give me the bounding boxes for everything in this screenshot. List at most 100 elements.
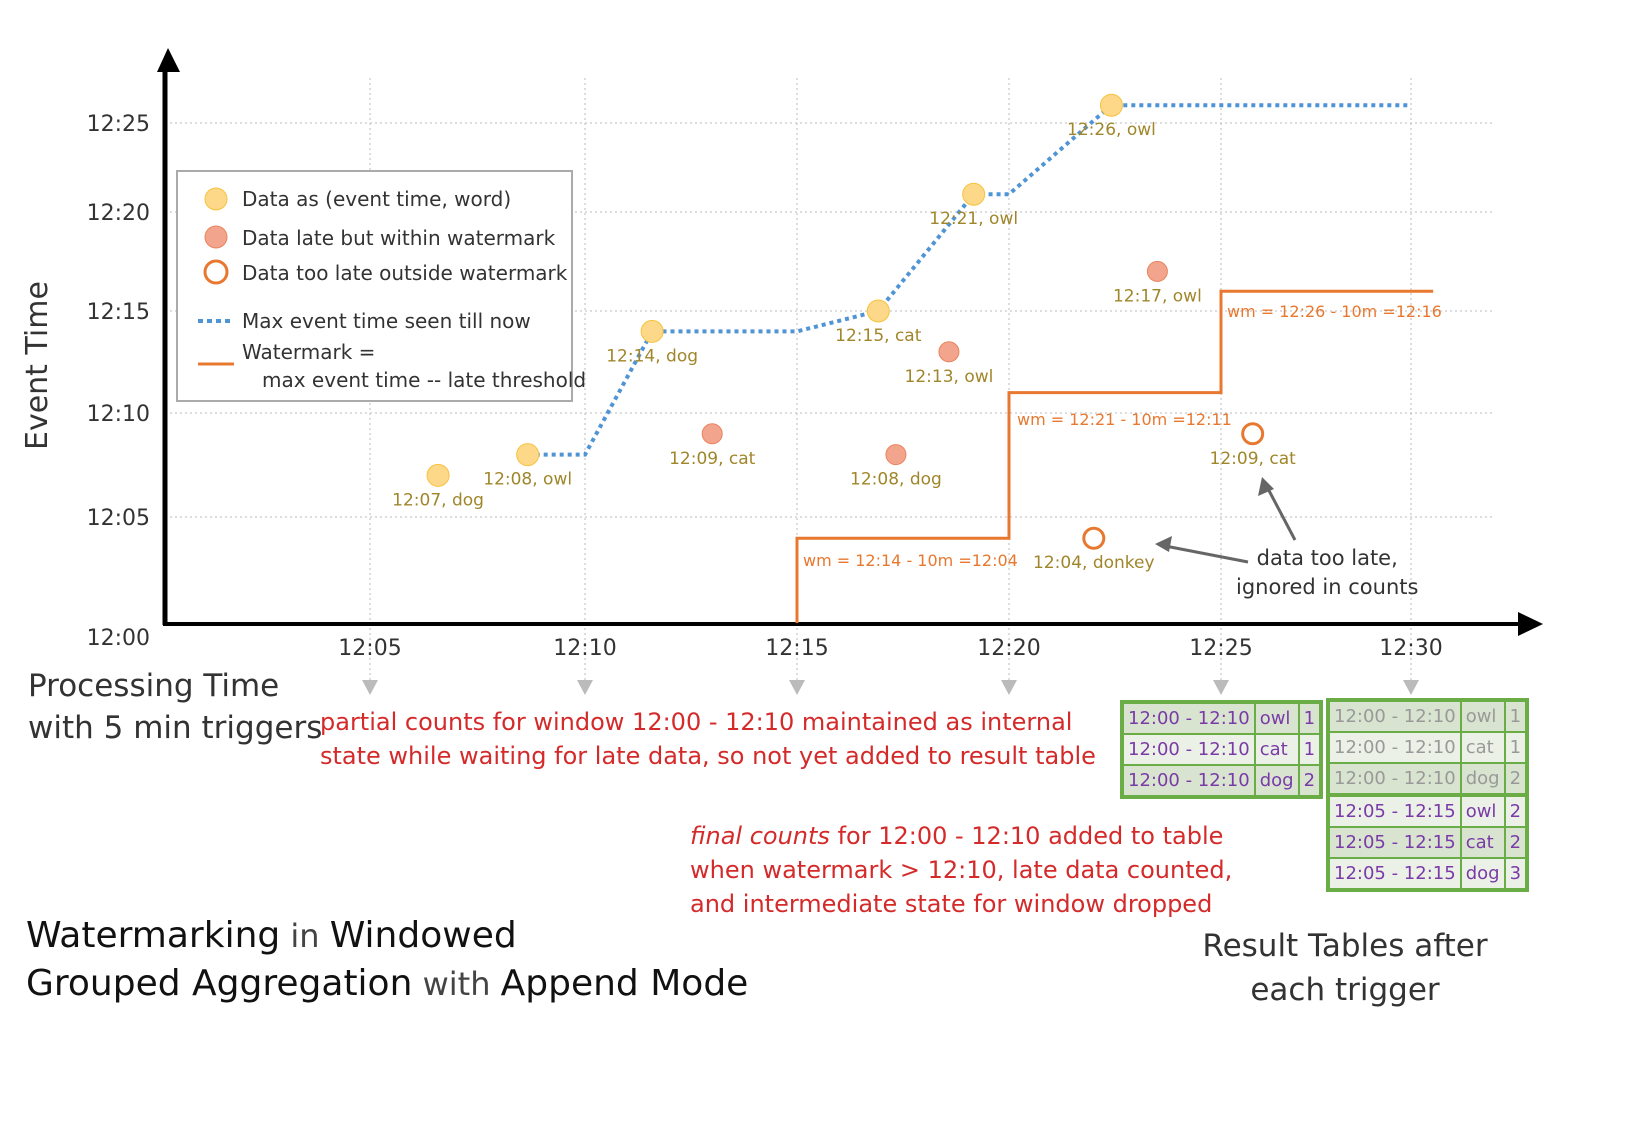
count-cell: 2 <box>1503 793 1529 828</box>
word-cell: cat <box>1253 733 1300 766</box>
count-cell: 1 <box>1503 699 1529 733</box>
table-row: 12:00 - 12:10 owl 1 <box>1327 699 1529 733</box>
data-point-label: 12:04, donkey <box>1033 553 1155 573</box>
legend-item: Data late but within watermark <box>242 226 556 250</box>
watermark-label: wm = 12:21 - 10m =12:11 <box>1017 410 1232 429</box>
legend-icons <box>198 187 234 366</box>
trigger-arrow-icon <box>1403 680 1419 695</box>
table-row: 12:00 - 12:10 dog 2 <box>1327 762 1529 796</box>
window-cell: 12:00 - 12:10 <box>1327 699 1462 733</box>
final-note-2: when watermark > 12:10, late data counte… <box>690 856 1233 884</box>
data-point-late <box>701 423 723 445</box>
trigger-arrow-icon <box>362 680 378 695</box>
data-point-on-time <box>516 443 540 467</box>
title-part: Append Mode <box>500 963 749 1004</box>
data-point-label: 12:15, cat <box>835 326 922 346</box>
data-point-label: 12:07, dog <box>392 490 484 510</box>
y-axis-label: Event Time <box>20 281 55 450</box>
data-point-too-late <box>1241 422 1265 446</box>
final-counts-emphasis: final counts <box>690 822 830 850</box>
title-part: Grouped Aggregation <box>26 963 413 1004</box>
word-cell: cat <box>1459 826 1506 859</box>
word-cell: owl <box>1253 701 1300 735</box>
result-caption-2: each trigger <box>1250 972 1440 1008</box>
trigger-arrow-icon <box>1001 680 1017 695</box>
x-axis-label-2: with 5 min triggers <box>28 710 323 746</box>
data-point-on-time <box>640 319 664 343</box>
arrowhead-icon <box>1155 536 1172 552</box>
data-point-label: 12:09, cat <box>1210 449 1297 469</box>
legend-item: Max event time seen till now <box>242 309 531 333</box>
table-row: 12:00 - 12:10 owl 1 <box>1121 701 1323 735</box>
window-cell: 12:00 - 12:10 <box>1121 701 1256 735</box>
final-note-1: for 12:00 - 12:10 added to table <box>829 822 1224 850</box>
watermark-label: wm = 12:14 - 10m =12:04 <box>803 551 1018 570</box>
data-point-on-time <box>866 299 890 323</box>
window-cell: 12:00 - 12:10 <box>1327 762 1462 796</box>
count-cell: 2 <box>1503 762 1529 796</box>
x-tick-label: 12:05 <box>338 636 401 661</box>
count-cell: 2 <box>1503 826 1529 859</box>
legend-item: Data too late outside watermark <box>242 261 568 285</box>
x-tick-label: 12:20 <box>977 636 1040 661</box>
pointer-arrow <box>1263 482 1297 541</box>
table-row: 12:05 - 12:15 cat 2 <box>1327 826 1529 859</box>
too-late-note-2: ignored in counts <box>1236 575 1419 599</box>
trigger-arrow-icon <box>789 680 805 695</box>
data-point-label: 12:26, owl <box>1067 120 1156 140</box>
data-point-late <box>1146 260 1168 282</box>
title-part: in <box>280 917 330 955</box>
title-part: Windowed <box>329 915 517 956</box>
x-tick-label: 12:30 <box>1379 636 1442 661</box>
data-point-label: 12:13, owl <box>905 367 994 387</box>
word-cell: dog <box>1459 857 1506 891</box>
result-caption: Result Tables after each trigger <box>1200 924 1490 1012</box>
x-tick-label: 12:10 <box>553 636 616 661</box>
watermark-label: wm = 12:26 - 10m =12:16 <box>1227 302 1442 321</box>
result-caption-1: Result Tables after <box>1202 928 1488 964</box>
data-point-label: 12:17, owl <box>1113 286 1202 306</box>
x-axis-label-1: Processing Time <box>28 668 280 704</box>
count-cell: 3 <box>1503 857 1529 891</box>
legend-item: max event time -- late threshold <box>262 368 587 392</box>
data-point-too-late <box>1082 526 1106 550</box>
arrowhead-icon <box>1258 477 1274 496</box>
y-axis-arrow-icon <box>157 48 180 72</box>
title-part: Watermarking <box>26 915 281 956</box>
word-cell: dog <box>1253 764 1300 798</box>
final-note-3: and intermediate state for window droppe… <box>690 890 1213 918</box>
legend-item: Watermark = <box>242 340 376 364</box>
data-point-label: 12:08, owl <box>483 470 572 490</box>
data-point-label: 12:09, cat <box>669 449 756 469</box>
table-row: 12:05 - 12:15 dog 3 <box>1327 857 1529 891</box>
pointer-arrow <box>1159 543 1249 564</box>
word-cell: owl <box>1459 699 1506 733</box>
trigger-arrow-icon <box>1213 680 1229 695</box>
data-point-label: 12:08, dog <box>850 470 942 490</box>
too-late-note-1: data too late, <box>1256 546 1398 570</box>
max-event-time-line <box>527 103 1411 457</box>
on-time-circle-icon <box>204 187 228 211</box>
window-cell: 12:00 - 12:10 <box>1121 764 1256 798</box>
word-cell: owl <box>1459 793 1506 828</box>
too-late-note: data too late, ignored in counts <box>1236 544 1418 602</box>
y-tick-label: 12:15 <box>87 300 150 325</box>
title-part: with <box>412 965 501 1003</box>
count-cell: 1 <box>1297 733 1323 766</box>
table-row: 12:00 - 12:10 dog 2 <box>1121 764 1323 798</box>
legend: Data as (event time, word) Data late but… <box>176 170 586 402</box>
y-tick-label: 12:05 <box>87 506 150 531</box>
word-cell: cat <box>1459 731 1506 764</box>
x-axis-arrow-icon <box>1518 612 1543 636</box>
partial-counts-note: partial counts for window 12:00 - 12:10 … <box>320 705 1096 773</box>
y-tick-label: 12:25 <box>87 112 150 137</box>
legend-item: Data as (event time, word) <box>242 187 512 211</box>
data-point-late <box>938 341 960 363</box>
y-tick-label: 12:20 <box>87 201 150 226</box>
final-counts-note: final counts for 12:00 - 12:10 added to … <box>690 819 1233 921</box>
watermark-line <box>795 289 1434 623</box>
window-cell: 12:05 - 12:15 <box>1327 826 1462 859</box>
y-tick-label: 12:10 <box>87 402 150 427</box>
